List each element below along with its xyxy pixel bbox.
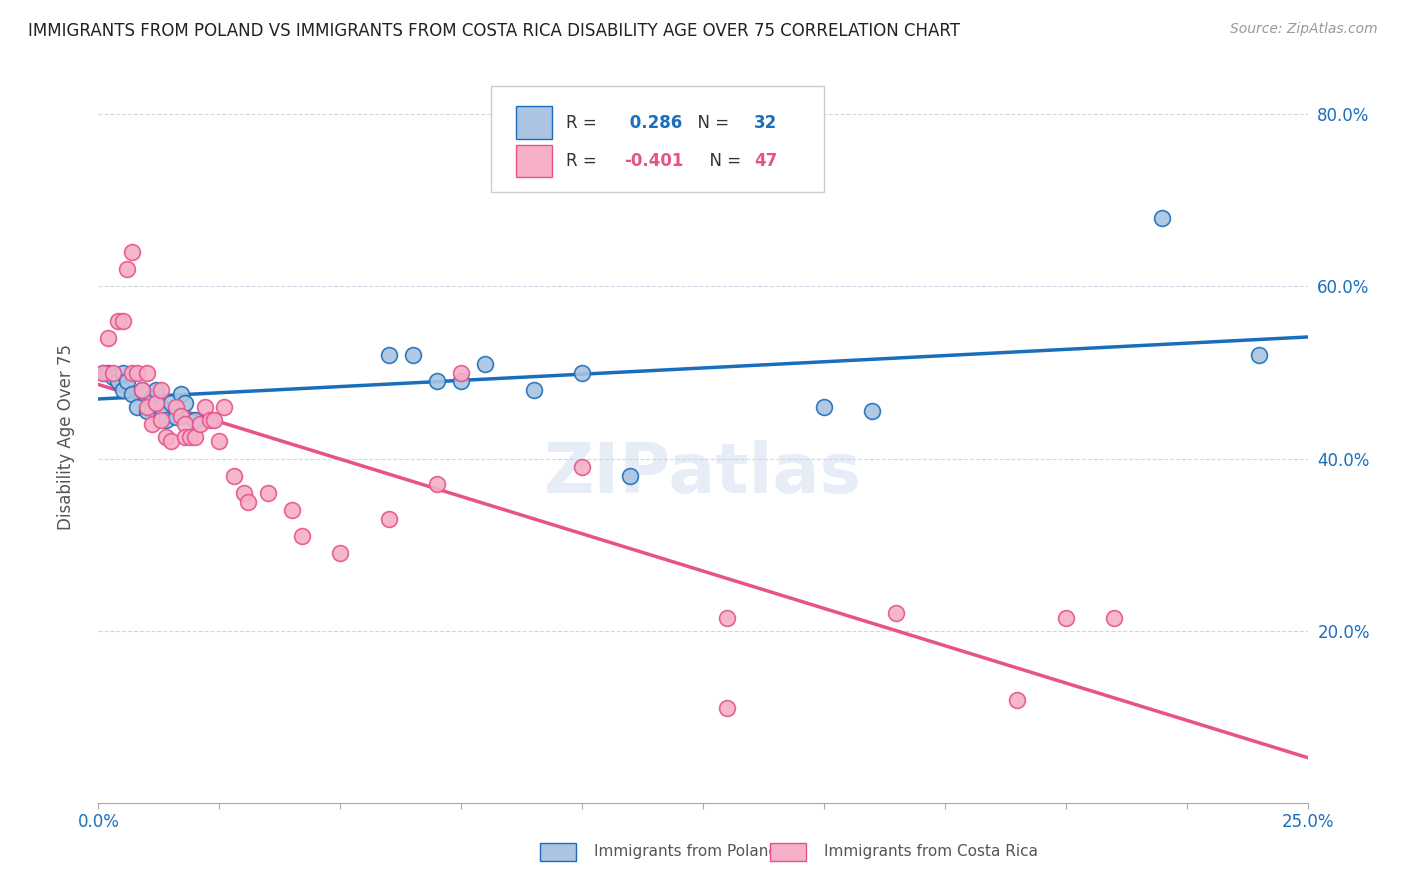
Point	[97, 331, 120, 345]
Point	[111, 366, 134, 380]
Point	[141, 392, 163, 406]
Point	[194, 400, 217, 414]
Point	[141, 417, 163, 432]
Point	[571, 366, 593, 380]
Point	[184, 413, 207, 427]
Point	[101, 366, 124, 380]
Point	[716, 701, 738, 715]
Point	[377, 512, 399, 526]
Point	[523, 383, 546, 397]
FancyBboxPatch shape	[769, 843, 806, 862]
Text: 32: 32	[754, 114, 778, 132]
Point	[127, 400, 149, 414]
Point	[377, 348, 399, 362]
Point	[107, 374, 129, 388]
Point	[813, 400, 835, 414]
Point	[198, 413, 221, 427]
Point	[150, 413, 173, 427]
FancyBboxPatch shape	[516, 145, 551, 178]
Point	[145, 395, 167, 409]
Point	[121, 366, 143, 380]
Point	[121, 387, 143, 401]
Text: N =: N =	[699, 153, 747, 170]
Point	[281, 503, 304, 517]
Point	[1249, 348, 1271, 362]
FancyBboxPatch shape	[516, 106, 551, 139]
Point	[169, 409, 191, 423]
Point	[97, 366, 120, 380]
Point	[135, 404, 157, 418]
Point	[107, 314, 129, 328]
Point	[1007, 692, 1029, 706]
Point	[1102, 611, 1125, 625]
Point	[111, 383, 134, 397]
Text: Immigrants from Costa Rica: Immigrants from Costa Rica	[824, 845, 1038, 859]
Point	[208, 434, 231, 449]
Point	[174, 395, 197, 409]
Text: R =: R =	[567, 153, 602, 170]
Point	[155, 413, 177, 427]
Point	[174, 430, 197, 444]
Point	[238, 494, 260, 508]
Point	[127, 366, 149, 380]
Point	[212, 400, 235, 414]
Text: -0.401: -0.401	[624, 153, 683, 170]
Point	[184, 430, 207, 444]
Point	[150, 383, 173, 397]
FancyBboxPatch shape	[540, 843, 576, 862]
Point	[619, 468, 641, 483]
Point	[165, 400, 187, 414]
Point	[1054, 611, 1077, 625]
Point	[131, 383, 153, 397]
Text: 0.286: 0.286	[624, 114, 683, 132]
Point	[91, 366, 114, 380]
Point	[169, 387, 191, 401]
Point	[117, 262, 139, 277]
Point	[402, 348, 425, 362]
Point	[222, 468, 245, 483]
Point	[179, 430, 201, 444]
Text: Source: ZipAtlas.com: Source: ZipAtlas.com	[1230, 22, 1378, 37]
Point	[204, 413, 226, 427]
Point	[150, 400, 173, 414]
Point	[174, 417, 197, 432]
Point	[135, 400, 157, 414]
Point	[232, 486, 254, 500]
Point	[1152, 211, 1174, 225]
Point	[91, 366, 114, 380]
Point	[155, 430, 177, 444]
Point	[571, 460, 593, 475]
Point	[165, 410, 187, 425]
Point	[716, 611, 738, 625]
Point	[426, 374, 449, 388]
Point	[256, 486, 278, 500]
Text: Immigrants from Poland: Immigrants from Poland	[595, 845, 779, 859]
Point	[145, 383, 167, 397]
Point	[121, 245, 143, 260]
Point	[101, 369, 124, 384]
Point	[160, 434, 183, 449]
Text: 47: 47	[754, 153, 778, 170]
Point	[426, 477, 449, 491]
Y-axis label: Disability Age Over 75: Disability Age Over 75	[56, 344, 75, 530]
Text: ZIPatlas: ZIPatlas	[544, 440, 862, 508]
Point	[450, 366, 472, 380]
Point	[111, 314, 134, 328]
Text: IMMIGRANTS FROM POLAND VS IMMIGRANTS FROM COSTA RICA DISABILITY AGE OVER 75 CORR: IMMIGRANTS FROM POLAND VS IMMIGRANTS FRO…	[28, 22, 960, 40]
Text: R =: R =	[567, 114, 602, 132]
Point	[329, 546, 352, 560]
Point	[450, 374, 472, 388]
FancyBboxPatch shape	[492, 86, 824, 192]
Point	[131, 383, 153, 397]
Point	[188, 417, 211, 432]
Point	[474, 357, 496, 371]
Point	[117, 374, 139, 388]
Point	[290, 529, 312, 543]
Point	[886, 607, 908, 621]
Text: N =: N =	[688, 114, 735, 132]
Point	[135, 366, 157, 380]
Point	[860, 404, 883, 418]
Point	[160, 395, 183, 409]
